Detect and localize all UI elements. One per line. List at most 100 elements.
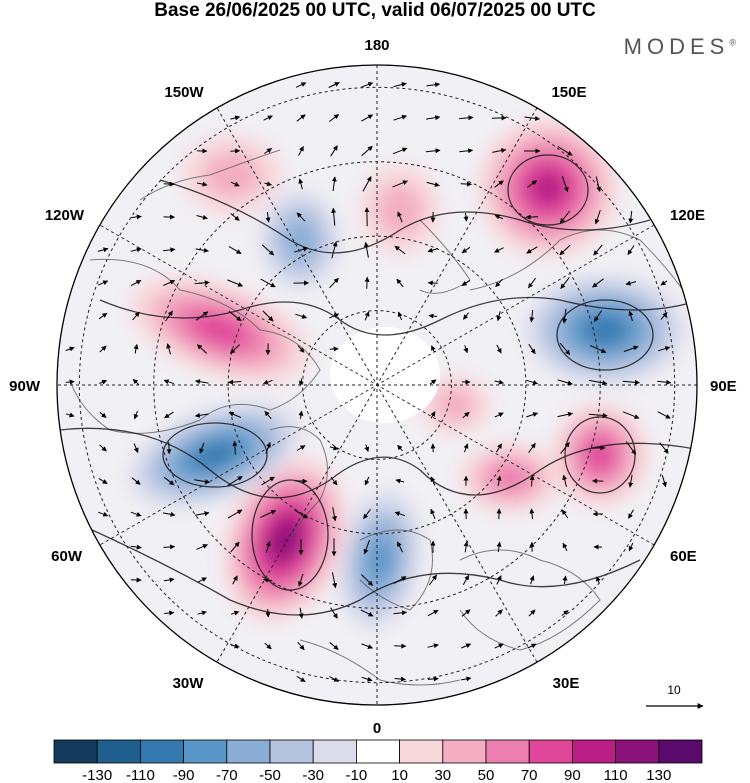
wind-arrow xyxy=(230,541,240,553)
wind-arrow xyxy=(295,82,307,88)
wind-arrow xyxy=(426,115,441,121)
wind-arrow xyxy=(593,244,603,256)
wind-arrow xyxy=(428,574,438,586)
colorbar-tick-label: -70 xyxy=(216,767,238,783)
wind-arrow xyxy=(396,541,404,553)
wind-arrow xyxy=(99,379,108,385)
wind-arrow xyxy=(261,476,275,486)
wind-arrow xyxy=(394,676,406,682)
wind-arrow xyxy=(393,82,407,88)
wind-arrow xyxy=(492,148,507,153)
wind-arrow xyxy=(298,145,304,156)
wind-arrow xyxy=(65,412,75,418)
wind-arrow xyxy=(330,145,338,157)
wind-arrow xyxy=(228,245,242,255)
wind-arrow xyxy=(494,379,504,385)
wind-arrow xyxy=(196,544,208,550)
wind-arrow xyxy=(593,310,603,322)
wind-arrow xyxy=(227,475,243,487)
wind-arrow xyxy=(461,279,471,287)
colorbar-swatch xyxy=(528,739,573,764)
wind-arrow xyxy=(232,575,238,585)
wind-arrow xyxy=(360,609,374,617)
wind-arrow xyxy=(264,147,273,155)
wind-arrow xyxy=(364,476,370,486)
wind-arrow xyxy=(98,511,109,517)
wind-arrow xyxy=(561,610,569,616)
wind-arrow xyxy=(496,311,502,322)
wind-arrow xyxy=(463,212,469,222)
height-anomaly-field xyxy=(129,118,685,630)
lon-label-120e: 120E xyxy=(670,207,705,224)
wind-arrow xyxy=(162,511,176,517)
wind-arrow xyxy=(394,245,406,255)
wind-arrow xyxy=(562,575,568,585)
wind-arrow xyxy=(425,148,441,154)
wind-arrow xyxy=(130,279,142,287)
wind-arrow xyxy=(363,509,371,520)
wind-arrow xyxy=(393,576,407,584)
modes-logo: MODES® xyxy=(624,34,736,60)
colorbar-tick-label: -110 xyxy=(126,767,155,783)
wind-arrow xyxy=(199,442,205,454)
colorbar-swatch xyxy=(53,739,98,764)
meridian-line xyxy=(216,107,538,663)
wind-arrow xyxy=(397,311,403,321)
wind-arrow xyxy=(294,246,309,253)
wind-arrow xyxy=(625,441,637,455)
wind-arrow xyxy=(660,280,668,286)
colorbar-swatch xyxy=(355,739,400,764)
anomaly-band xyxy=(202,151,262,199)
wind-arrow xyxy=(461,609,471,617)
wind-arrow xyxy=(264,410,272,420)
wind-arrow xyxy=(494,412,504,418)
colorbar-tick-label: 90 xyxy=(564,767,581,783)
wind-arrow xyxy=(462,574,470,585)
wind-arrow xyxy=(361,643,373,649)
wind-arrow xyxy=(592,278,604,288)
lon-label-60e: 60E xyxy=(670,548,697,565)
wind-arrow xyxy=(557,379,573,386)
wind-arrow xyxy=(427,247,439,253)
anomaly-pos-ne-pacific xyxy=(478,118,618,258)
lat-lon-grid xyxy=(57,65,697,705)
wind-arrow xyxy=(228,411,242,418)
wind-arrow xyxy=(463,541,469,553)
wind-arrow xyxy=(329,346,339,352)
anomaly-band xyxy=(489,463,531,493)
wind-arrow xyxy=(559,244,571,256)
wind-arrow xyxy=(496,344,502,354)
wind-arrow xyxy=(263,379,273,385)
wind-arrow xyxy=(130,544,142,550)
colorbar-tick-label: 50 xyxy=(478,767,495,783)
wind-arrow xyxy=(589,345,607,353)
wind-arrow xyxy=(461,676,472,682)
wind-arrow xyxy=(329,277,339,289)
wind-arrow xyxy=(364,444,370,452)
wind-arrow xyxy=(227,509,243,519)
wind-arrow xyxy=(261,244,275,256)
wind-arrow xyxy=(296,445,306,451)
wind-arrow xyxy=(294,509,308,519)
wind-arrow xyxy=(525,214,539,220)
wind-arrow xyxy=(557,411,573,418)
wind-arrow xyxy=(132,378,140,386)
wind-arrow xyxy=(131,477,141,485)
lon-label-60w: 60W xyxy=(51,548,83,565)
wind-arrow xyxy=(528,442,536,453)
colorbar-tick-label: 30 xyxy=(434,767,451,783)
wind-arrow xyxy=(230,213,240,221)
wind-arrow xyxy=(331,572,338,589)
wind-arrow xyxy=(163,280,176,286)
map-disc xyxy=(57,65,697,705)
wind-arrow xyxy=(496,475,502,487)
wind-arrow xyxy=(661,475,667,488)
wind-arrow xyxy=(99,444,107,452)
wind-arrow xyxy=(230,643,240,649)
wind-arrow xyxy=(196,344,208,354)
colorbar: -130 -110 -90 -70 -50 -30 -10 10 30 50 70 90 110 130 xyxy=(53,739,703,783)
wind-arrow xyxy=(625,280,637,286)
wind-arrow xyxy=(363,241,369,258)
wind-arrow xyxy=(65,379,75,385)
brand-name: MODES xyxy=(623,34,730,59)
